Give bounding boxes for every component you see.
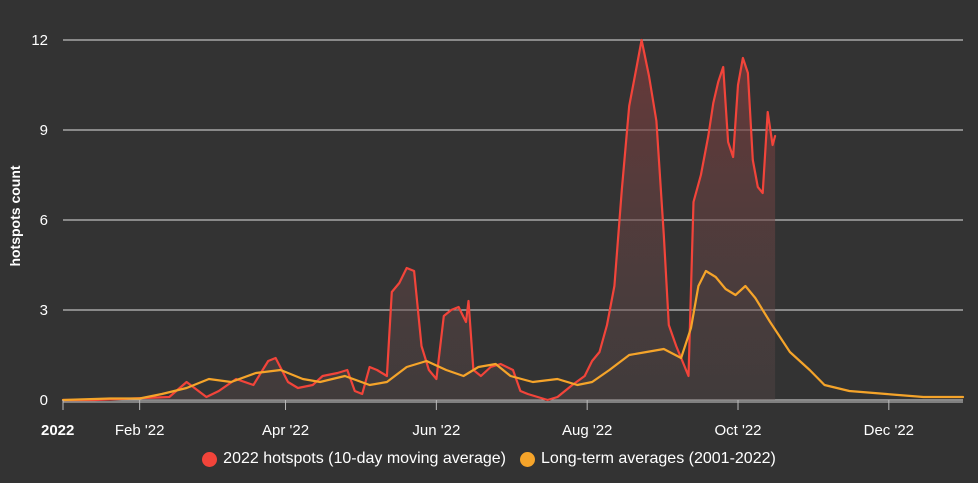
x-tick-label: Jun '22 bbox=[412, 422, 460, 439]
legend-marker-2022 bbox=[202, 451, 218, 467]
series-line-2022[interactable] bbox=[61, 38, 777, 402]
chart-svg: 0 3 6 9 12 2022 Feb '22 Apr '22 Jun '22 Aug '22 Oc… bbox=[7, 32, 965, 439]
y-axis-label: hotspots count bbox=[7, 165, 23, 266]
x-tick-label: Dec '22 bbox=[864, 422, 914, 439]
legend-item-2022[interactable]: 2022 hotspots (10-day moving average) bbox=[202, 450, 506, 468]
y-tick-label: 3 bbox=[40, 302, 48, 319]
x-tick-label: Apr '22 bbox=[262, 422, 309, 439]
legend-label-2022: 2022 hotspots (10-day moving average) bbox=[223, 450, 507, 467]
legend-item-long-term[interactable]: Long-term averages (2001-2022) bbox=[520, 450, 776, 468]
y-tick-label: 0 bbox=[40, 392, 48, 409]
y-tick-label: 9 bbox=[40, 122, 48, 139]
y-tick-label: 6 bbox=[40, 212, 48, 229]
x-tick-label: Aug '22 bbox=[562, 422, 612, 439]
x-tick-label: Feb '22 bbox=[115, 422, 165, 439]
series-line-long-term[interactable] bbox=[61, 269, 965, 402]
legend-label-long-term: Long-term averages (2001-2022) bbox=[541, 450, 776, 467]
x-tick-label: Oct '22 bbox=[714, 422, 761, 439]
y-tick-label: 12 bbox=[31, 32, 48, 49]
x-tick-label: 2022 bbox=[41, 422, 74, 439]
legend: 2022 hotspots (10-day moving average) Lo… bbox=[0, 450, 978, 468]
legend-marker-long-term bbox=[520, 451, 536, 467]
